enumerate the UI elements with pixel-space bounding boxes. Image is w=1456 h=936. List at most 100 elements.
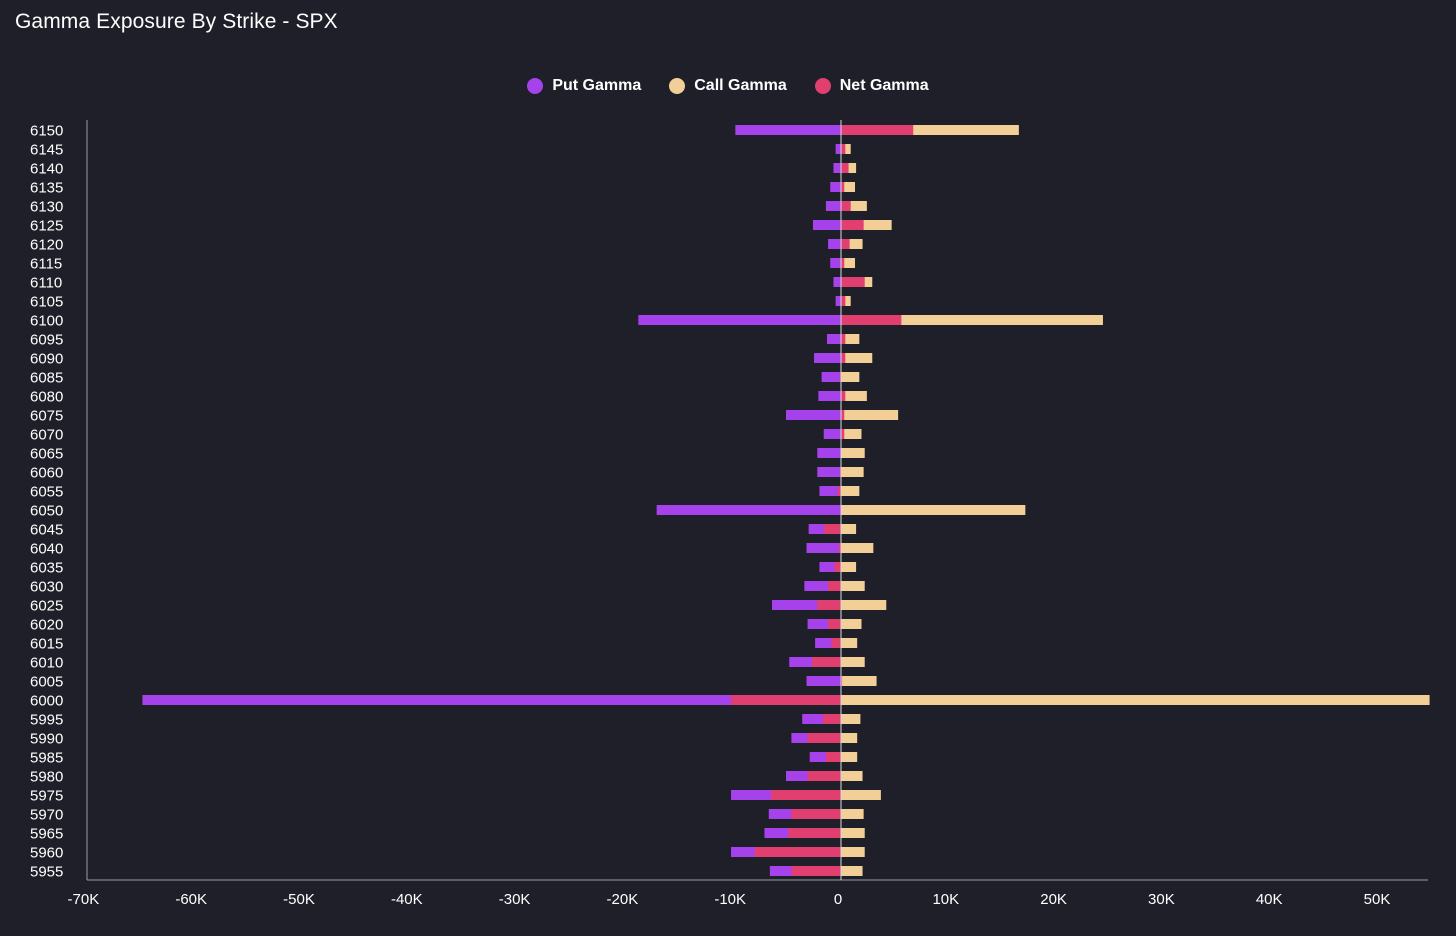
y-tick-label: 6145: [30, 142, 63, 159]
bar-net-gamma: [770, 790, 841, 800]
bar-call-gamma: [841, 410, 899, 420]
x-tick-label: -70K: [68, 891, 100, 908]
y-tick-label: 6120: [30, 237, 63, 254]
bar-call-gamma: [841, 809, 864, 819]
y-tick-label: 6010: [30, 655, 63, 672]
legend-item-put-gamma[interactable]: Put Gamma: [527, 77, 641, 95]
bar-call-gamma: [841, 315, 1103, 325]
bar-net-gamma: [841, 182, 845, 192]
y-tick-label: 6140: [30, 161, 63, 178]
y-tick-label: 6080: [30, 389, 63, 406]
bar-put-gamma: [817, 467, 841, 477]
bar-call-gamma: [841, 296, 851, 306]
bar-net-gamma: [754, 847, 841, 857]
bar-call-gamma: [841, 581, 865, 591]
bar-net-gamma: [839, 467, 841, 477]
legend-swatch-put-gamma: [527, 78, 544, 94]
y-tick-label: 6095: [30, 332, 63, 349]
bar-call-gamma: [841, 695, 1430, 705]
bar-put-gamma: [835, 296, 841, 306]
bar-call-gamma: [841, 220, 892, 230]
y-tick-label: 5980: [30, 769, 63, 786]
bar-put-gamma: [806, 676, 841, 686]
bar-put-gamma: [815, 638, 841, 648]
bar-put-gamma: [809, 752, 841, 762]
y-tick-label: 6025: [30, 598, 63, 615]
bar-put-gamma: [802, 714, 841, 724]
bar-put-gamma: [814, 353, 841, 363]
bar-net-gamma: [841, 163, 849, 173]
y-tick-label: 6125: [30, 218, 63, 235]
bar-call-gamma: [841, 391, 867, 401]
bar-call-gamma: [841, 448, 865, 458]
legend-item-net-gamma[interactable]: Net Gamma: [814, 77, 929, 95]
x-tick-label: -10K: [714, 891, 746, 908]
bar-put-gamma: [804, 581, 841, 591]
bar-call-gamma: [841, 486, 860, 496]
bar-call-gamma: [841, 429, 862, 439]
bar-call-gamma: [841, 239, 863, 249]
bar-call-gamma: [841, 828, 865, 838]
bar-put-gamma: [786, 410, 841, 420]
bar-put-gamma: [833, 277, 841, 287]
legend-label-call-gamma: Call Gamma: [694, 77, 787, 94]
y-tick-label: 6000: [30, 693, 63, 710]
y-tick-label: 5985: [30, 750, 63, 767]
x-tick-label: -40K: [391, 891, 423, 908]
bar-call-gamma: [841, 847, 865, 857]
bar-net-gamma: [841, 277, 865, 287]
bar-put-gamma: [826, 334, 841, 344]
bar-net-gamma: [841, 353, 846, 363]
x-tick-label: -30K: [499, 891, 531, 908]
y-tick-label: 6060: [30, 465, 63, 482]
x-tick-label: 50K: [1364, 891, 1391, 908]
legend-item-call-gamma[interactable]: Call Gamma: [669, 77, 787, 95]
bar-call-gamma: [841, 182, 856, 192]
bar-call-gamma: [841, 752, 858, 762]
y-tick-label: 5995: [30, 712, 63, 729]
y-tick-label: 5970: [30, 807, 63, 824]
bar-call-gamma: [841, 600, 887, 610]
y-tick-label: 5955: [30, 864, 63, 881]
bar-net-gamma: [822, 714, 841, 724]
bar-put-gamma: [835, 144, 841, 154]
bar-call-gamma: [841, 467, 864, 477]
bar-net-gamma: [788, 828, 841, 838]
y-tick-label: 5965: [30, 826, 63, 843]
bar-net-gamma: [841, 410, 845, 420]
bar-call-gamma: [841, 334, 860, 344]
y-tick-label: 6150: [30, 123, 63, 140]
bar-call-gamma: [841, 619, 862, 629]
bar-net-gamma: [791, 809, 841, 819]
bar-net-gamma: [811, 657, 841, 667]
y-tick-label: 6105: [30, 294, 63, 311]
bar-call-gamma: [841, 144, 851, 154]
y-tick-label: 6115: [30, 256, 62, 273]
y-tick-label: 6085: [30, 370, 63, 387]
x-tick-label: -60K: [175, 891, 207, 908]
chart-title: Gamma Exposure By Strike - SPX: [15, 10, 338, 33]
y-tick-label: 5960: [30, 845, 63, 862]
bar-net-gamma: [791, 866, 841, 876]
y-tick-label: 6040: [30, 541, 63, 558]
x-tick-label: -20K: [607, 891, 639, 908]
bar-net-gamma: [841, 220, 864, 230]
bar-net-gamma: [841, 258, 845, 268]
bar-net-gamma: [841, 144, 846, 154]
bar-call-gamma: [841, 771, 863, 781]
bar-call-gamma: [841, 524, 857, 534]
y-tick-label: 6075: [30, 408, 63, 425]
legend-swatch-net-gamma: [814, 78, 831, 94]
bar-put-gamma: [656, 505, 841, 515]
bar-call-gamma: [841, 638, 858, 648]
bar-put-gamma: [772, 600, 841, 610]
y-tick-label: 6070: [30, 427, 63, 444]
bar-net-gamma: [807, 771, 841, 781]
bar-call-gamma: [841, 866, 863, 876]
x-tick-label: -50K: [283, 891, 315, 908]
bar-call-gamma: [841, 657, 865, 667]
y-tick-label: 6065: [30, 446, 63, 463]
bar-net-gamma: [841, 676, 843, 686]
bar-put-gamma: [806, 543, 841, 553]
